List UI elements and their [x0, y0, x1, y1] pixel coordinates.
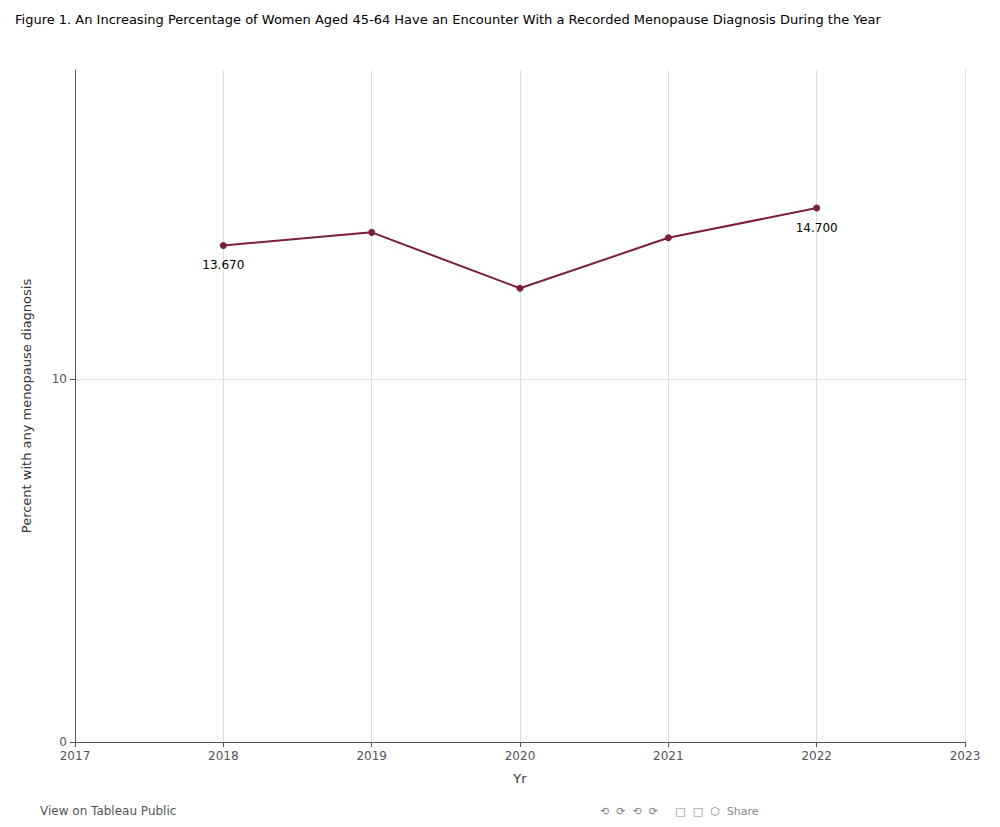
svg-text:2018: 2018 — [208, 749, 239, 763]
svg-text:2022: 2022 — [801, 749, 832, 763]
svg-text:10: 10 — [52, 372, 67, 386]
svg-text:Figure 1. An Increasing Percen: Figure 1. An Increasing Percentage of Wo… — [15, 12, 881, 27]
svg-text:View on Tableau Public: View on Tableau Public — [40, 804, 176, 818]
svg-text:2017: 2017 — [60, 749, 91, 763]
svg-text:14.700: 14.700 — [796, 221, 838, 235]
svg-text:2021: 2021 — [653, 749, 684, 763]
svg-text:Yr: Yr — [512, 771, 527, 786]
svg-text:0: 0 — [59, 735, 67, 749]
svg-text:2019: 2019 — [356, 749, 387, 763]
svg-text:Percent with any menopause dia: Percent with any menopause diagnosis — [19, 279, 34, 534]
svg-text:⟲ ⟳ ⟲ ⟳ □ □ ⬡ Share: ⟲ ⟳ ⟲ ⟳ □ □ ⬡ Share — [600, 805, 759, 818]
svg-text:13.670: 13.670 — [202, 258, 244, 272]
svg-text:2020: 2020 — [505, 749, 536, 763]
svg-text:2023: 2023 — [950, 749, 981, 763]
